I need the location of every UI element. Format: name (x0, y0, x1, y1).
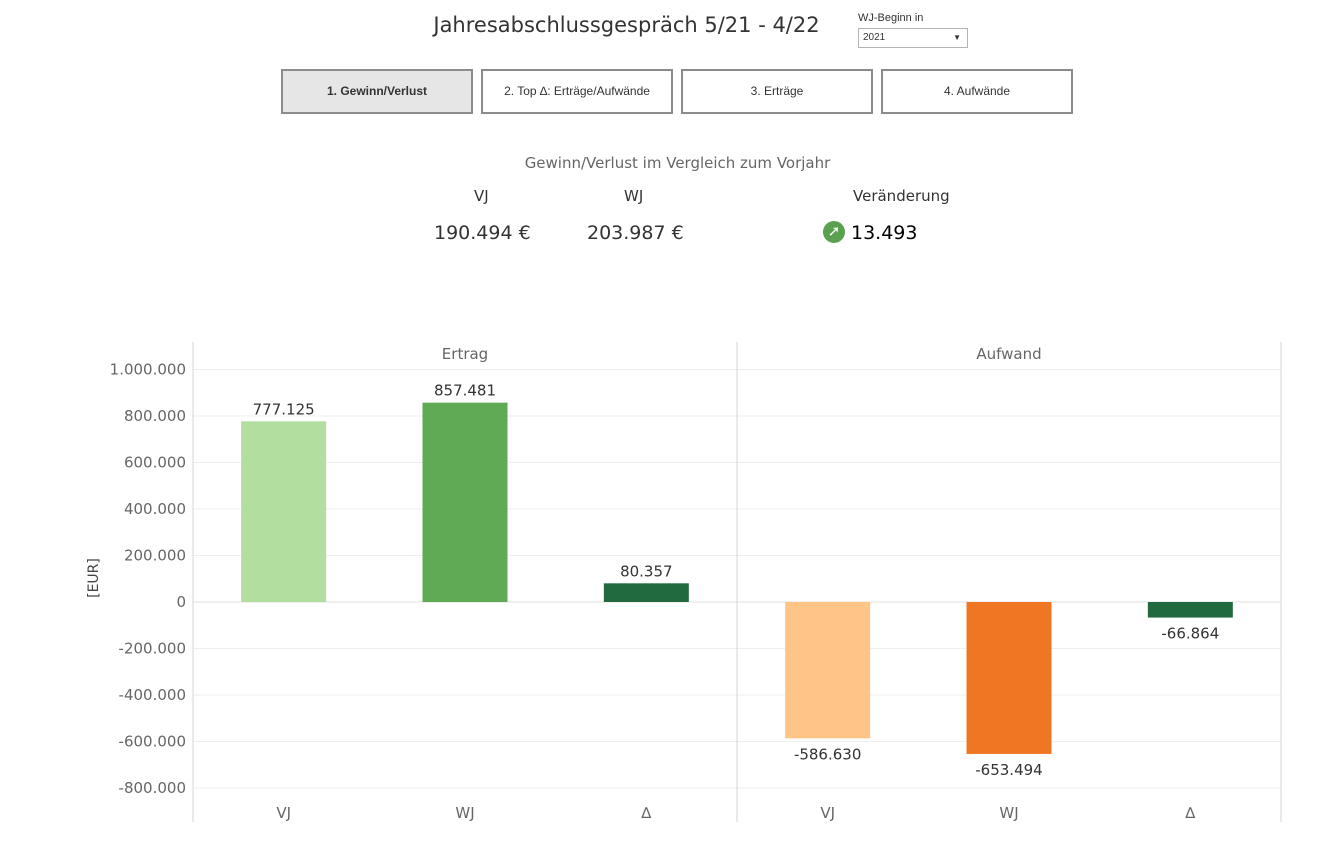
caret-down-icon: ▼ (953, 33, 961, 42)
tab-aufwaende[interactable]: 4. Aufwände (881, 69, 1073, 114)
tab-ertraege[interactable]: 3. Erträge (681, 69, 873, 114)
panel-header: Ertrag (442, 345, 488, 363)
panel-header: Aufwand (976, 345, 1041, 363)
y-tick-label: 800.000 (124, 407, 186, 425)
profit-loss-bar-chart: 1.000.000 800.000 600.000 400.000 200.000 0 -2… (86, 342, 1282, 822)
x-tick-label: WJ (455, 804, 474, 822)
bar (1147, 602, 1233, 618)
bar-value-label: 80.357 (620, 562, 673, 580)
x-tick-label: VJ (820, 804, 835, 822)
y-tick-label: -400.000 (119, 686, 186, 704)
arrow-up-right-icon: ➚ (823, 221, 845, 243)
dashboard-title: Jahresabschlussgespräch 5/21 - 4/22 (433, 13, 820, 37)
y-tick-label: -800.000 (119, 779, 186, 797)
kpi-change-value: 13.493 (851, 222, 918, 244)
kpi-change-label: Veränderung (853, 187, 950, 205)
fiscal-year-selected-value: 2021 (863, 32, 886, 43)
bar-value-label: 777.125 (253, 400, 315, 418)
y-tick-label: 400.000 (124, 500, 186, 518)
bar (603, 583, 689, 602)
bar (785, 602, 871, 739)
kpi-wj-value: 203.987 € (587, 222, 684, 244)
bar-value-label: -66.864 (1161, 625, 1219, 643)
x-tick-label: ∆ (640, 804, 652, 822)
bar-value-label: -586.630 (794, 745, 861, 763)
fiscal-year-param-label: WJ-Beginn in (858, 12, 924, 24)
x-tick-label: VJ (276, 804, 291, 822)
y-tick-label: 200.000 (124, 547, 186, 565)
y-tick-label: 0 (176, 593, 186, 611)
kpi-wj-label: WJ (624, 187, 644, 205)
y-tick-label: 1.000.000 (110, 361, 186, 379)
y-tick-label: -600.000 (119, 733, 186, 751)
kpi-vj-value: 190.494 € (434, 222, 531, 244)
fiscal-year-dropdown[interactable]: 2021 ▼ (858, 28, 968, 48)
bar (422, 402, 508, 602)
kpi-vj-label: VJ (474, 187, 489, 205)
x-tick-label: ∆ (1184, 804, 1196, 822)
kpi-title: Gewinn/Verlust im Vergleich zum Vorjahr (524, 154, 831, 172)
tab-gewinn-verlust[interactable]: 1. Gewinn/Verlust (281, 69, 473, 114)
y-tick-label: 600.000 (124, 454, 186, 472)
bar (966, 602, 1052, 754)
tab-top-delta[interactable]: 2. Top ∆: Erträge/Aufwände (481, 69, 673, 114)
x-tick-label: WJ (999, 804, 1018, 822)
y-axis-title: [EUR] (86, 558, 102, 598)
bar-value-label: -653.494 (975, 761, 1042, 779)
y-tick-label: -200.000 (119, 640, 186, 658)
bar (241, 421, 327, 602)
bar-value-label: 857.481 (434, 382, 496, 400)
